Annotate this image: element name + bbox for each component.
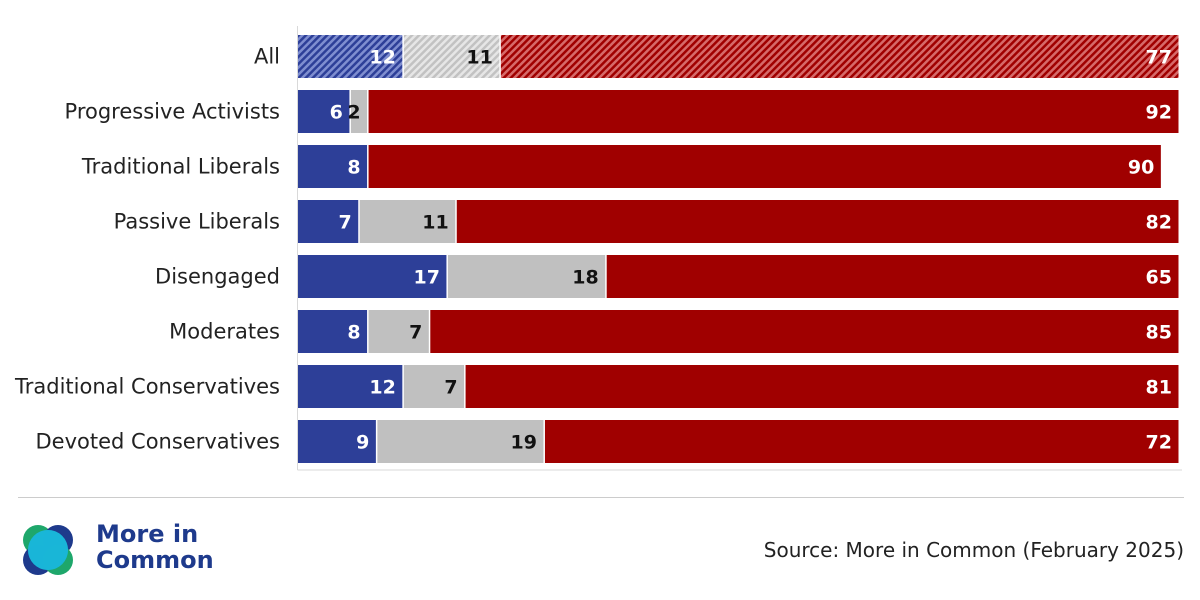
bar-segment-red <box>606 255 1179 298</box>
value-label: 6 <box>330 102 343 124</box>
value-label: 82 <box>1146 212 1172 234</box>
bar-segment-red <box>430 310 1179 353</box>
bars-layer <box>298 35 1179 463</box>
bar-segment-blue <box>298 200 359 243</box>
value-label: 12 <box>369 377 395 399</box>
bar-segment-blue <box>298 365 403 408</box>
value-label: 11 <box>422 212 448 234</box>
value-label: 8 <box>347 157 360 179</box>
value-labels-layer: 12 11 77 6 2 92 8 90 7 11 82 17 18 65 8 7 85 12 7 81 9 19 72 <box>330 47 1172 454</box>
value-label: 85 <box>1146 322 1172 344</box>
logo-line-1: More in <box>96 520 199 548</box>
category-label: Disengaged <box>155 265 280 289</box>
bar-segment-blue <box>298 145 368 188</box>
bar-segment-blue <box>298 35 403 78</box>
bar-segment-red <box>368 145 1161 188</box>
category-labels-layer: All Progressive Activists Traditional Libe… <box>14 45 280 454</box>
more-in-common-logo-icon <box>23 525 73 575</box>
category-label: Traditional Liberals <box>81 155 280 179</box>
bar-segment-blue <box>298 420 376 463</box>
category-label: Traditional Conservatives <box>14 375 280 399</box>
category-label: Devoted Conservatives <box>36 430 281 454</box>
value-label: 2 <box>347 102 360 124</box>
value-label: 17 <box>413 267 439 289</box>
bar-segment-red <box>456 200 1179 243</box>
value-label: 9 <box>356 432 369 454</box>
value-label: 7 <box>339 212 352 234</box>
value-label: 12 <box>369 47 395 69</box>
value-label: 72 <box>1146 432 1172 454</box>
value-label: 7 <box>444 377 457 399</box>
bar-segment-gray <box>403 365 465 408</box>
bar-segment-gray <box>368 310 429 353</box>
category-label: Progressive Activists <box>65 100 280 124</box>
value-label: 8 <box>347 322 360 344</box>
logo-wordmark: More in Common <box>96 521 214 573</box>
bar-segment-blue <box>298 90 350 133</box>
bar-segment-blue <box>298 310 368 353</box>
value-label: 65 <box>1146 267 1172 289</box>
value-label: 81 <box>1146 377 1172 399</box>
stacked-bar-chart: 12 11 77 6 2 92 8 90 7 11 82 17 18 65 8 7 85 12 7 81 9 19 72 A… <box>14 26 1182 471</box>
value-label: 92 <box>1146 102 1172 124</box>
bar-segment-gray <box>350 90 368 133</box>
bar-segment-red <box>500 35 1179 78</box>
value-label: 18 <box>572 267 598 289</box>
category-label: All <box>254 45 280 69</box>
bar-segment-red <box>368 90 1179 133</box>
bar-segment-red <box>465 365 1179 408</box>
value-label: 19 <box>511 432 537 454</box>
category-label: Passive Liberals <box>114 210 280 234</box>
category-label: Moderates <box>169 320 280 344</box>
value-label: 77 <box>1146 47 1172 69</box>
footer-divider <box>18 497 1184 498</box>
value-label: 7 <box>409 322 422 344</box>
value-label: 90 <box>1128 157 1154 179</box>
bar-segment-gray <box>377 420 544 463</box>
bar-segment-blue <box>298 255 447 298</box>
source-note: Source: More in Common (February 2025) <box>763 538 1184 562</box>
bar-segment-gray <box>359 200 456 243</box>
bar-segment-gray <box>403 35 500 78</box>
logo-line-2: Common <box>96 546 214 574</box>
bar-segment-gray <box>447 255 606 298</box>
bar-segment-red <box>544 420 1179 463</box>
value-label: 11 <box>466 47 492 69</box>
